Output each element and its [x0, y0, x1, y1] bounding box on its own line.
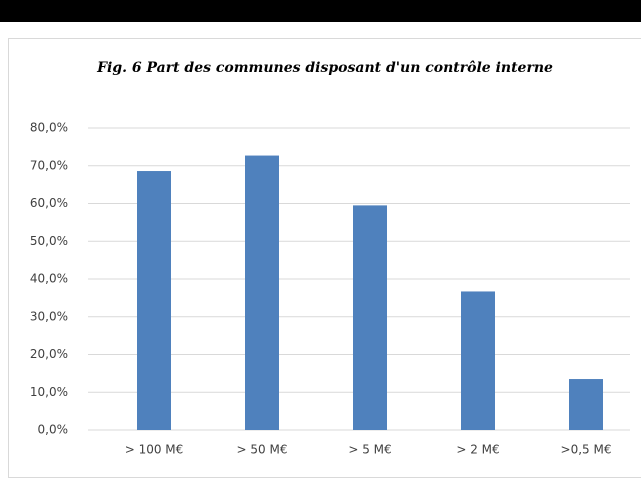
x-tick-label: > 100 M€ [125, 443, 184, 457]
y-tick-label: 60,0% [30, 196, 68, 210]
x-tick-label: > 50 M€ [237, 443, 288, 457]
y-tick-label: 40,0% [30, 272, 68, 286]
x-tick-label: > 2 M€ [456, 443, 499, 457]
y-tick-label: 30,0% [30, 309, 68, 323]
x-tick-label: >0,5 M€ [561, 443, 612, 457]
y-tick-label: 10,0% [30, 385, 68, 399]
x-tick-label: > 5 M€ [348, 443, 391, 457]
y-tick-label: 20,0% [30, 347, 68, 361]
chart-title: Fig. 6 Part des communes disposant d'un … [97, 60, 553, 76]
bar [569, 379, 603, 430]
bar [461, 291, 495, 430]
bar [245, 155, 279, 430]
bar [137, 171, 171, 430]
bar [353, 205, 387, 430]
y-tick-label: 0,0% [38, 423, 69, 437]
y-tick-label: 70,0% [30, 158, 68, 172]
y-tick-label: 80,0% [30, 121, 68, 135]
y-tick-label: 50,0% [30, 234, 68, 248]
top-bar [0, 0, 641, 22]
chart: 0,0% 10,0% 20,0% 30,0% 40,0% 50,0% 60,0% 70,0% 8… [30, 121, 630, 457]
